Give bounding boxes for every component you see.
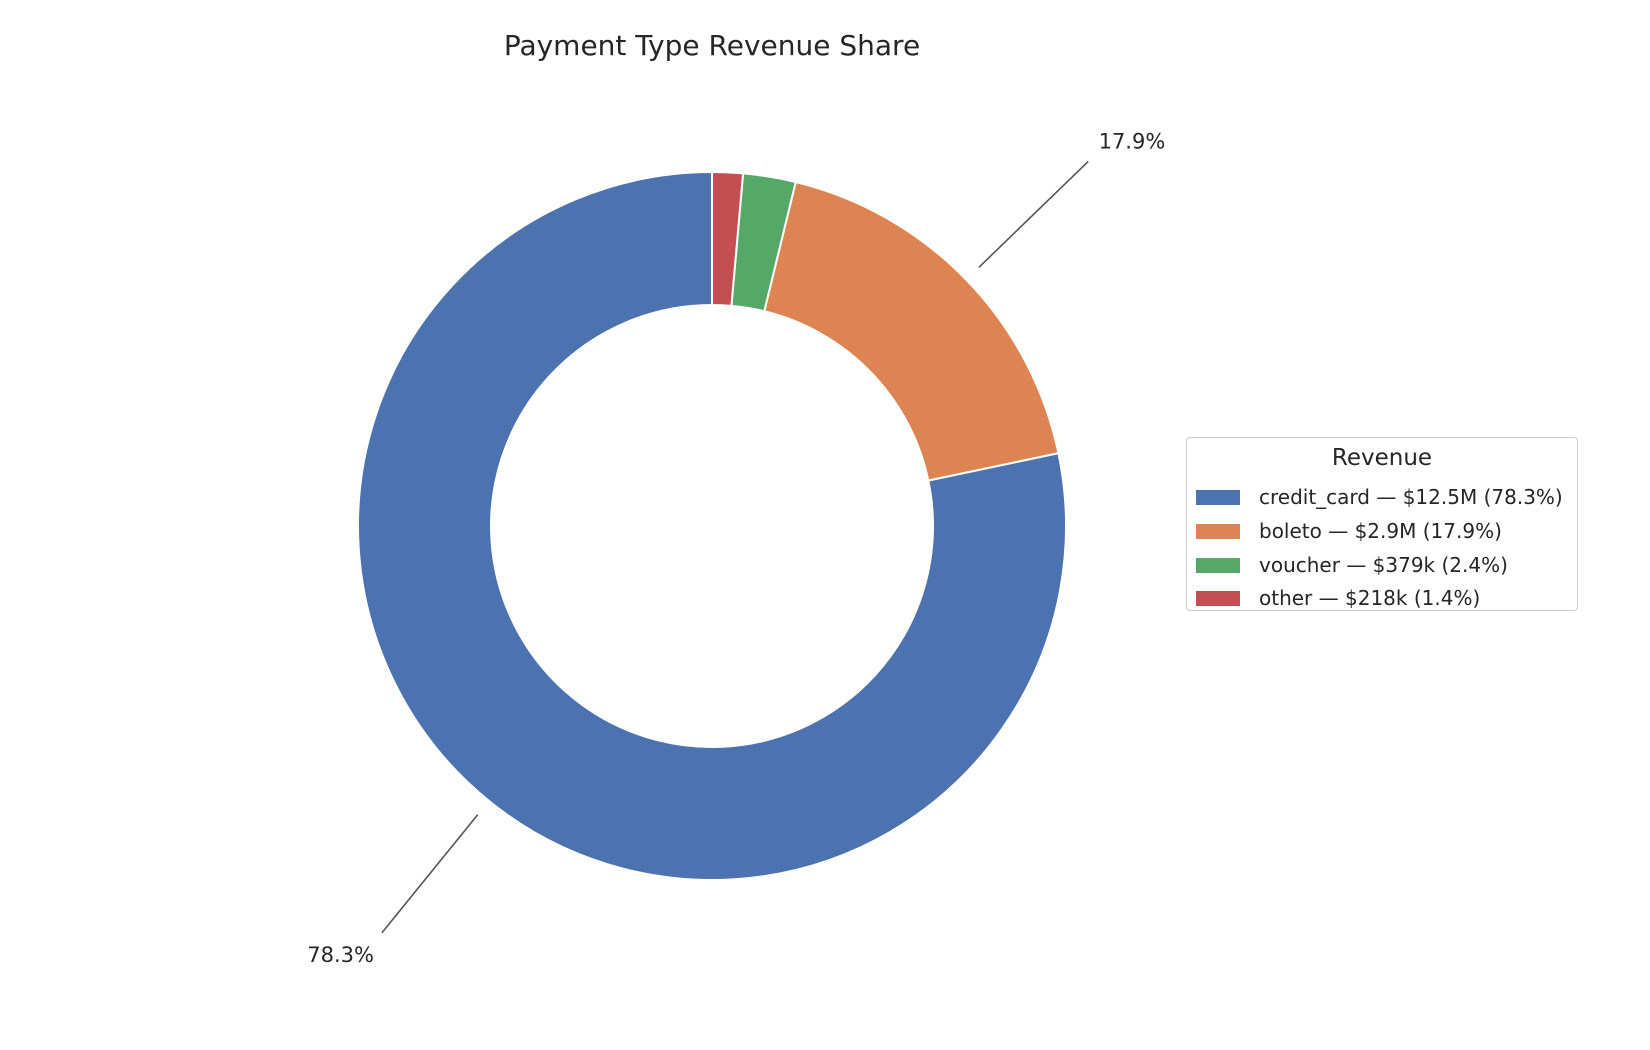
legend-label-credit-card: credit_card — $12.5M (78.3%) bbox=[1259, 485, 1563, 509]
legend-label-other: other — $218k (1.4%) bbox=[1259, 586, 1481, 610]
legend-item-credit-card: credit_card — $12.5M (78.3%) bbox=[1196, 482, 1563, 512]
legend-item-other: other — $218k (1.4%) bbox=[1196, 583, 1480, 613]
slice-credit-card bbox=[357, 170, 1067, 881]
chart-title: Payment Type Revenue Share bbox=[504, 29, 920, 62]
legend-item-boleto: boleto — $2.9M (17.9%) bbox=[1196, 516, 1502, 546]
legend: Revenue credit_card — $12.5M (78.3%) bol… bbox=[1186, 437, 1578, 611]
legend-label-boleto: boleto — $2.9M (17.9%) bbox=[1259, 519, 1502, 543]
legend-swatch-credit-card bbox=[1196, 489, 1240, 505]
legend-swatch-voucher bbox=[1196, 557, 1240, 573]
leader-line-boleto bbox=[978, 160, 1089, 268]
slice-other bbox=[711, 170, 745, 307]
leader-line-credit-card bbox=[381, 814, 479, 934]
legend-title: Revenue bbox=[1331, 445, 1433, 471]
legend-swatch-boleto bbox=[1196, 523, 1240, 539]
legend-swatch-other bbox=[1196, 590, 1240, 606]
slice-boleto bbox=[763, 180, 1060, 482]
slices-group bbox=[357, 170, 1067, 881]
percent-labels-group: 78.3% 17.9% bbox=[307, 130, 1165, 967]
legend-label-voucher: voucher — $379k (2.4%) bbox=[1259, 553, 1508, 577]
percent-label-credit-card: 78.3% bbox=[307, 943, 374, 967]
percent-label-boleto: 17.9% bbox=[1099, 130, 1166, 154]
legend-item-voucher: voucher — $379k (2.4%) bbox=[1196, 550, 1508, 580]
